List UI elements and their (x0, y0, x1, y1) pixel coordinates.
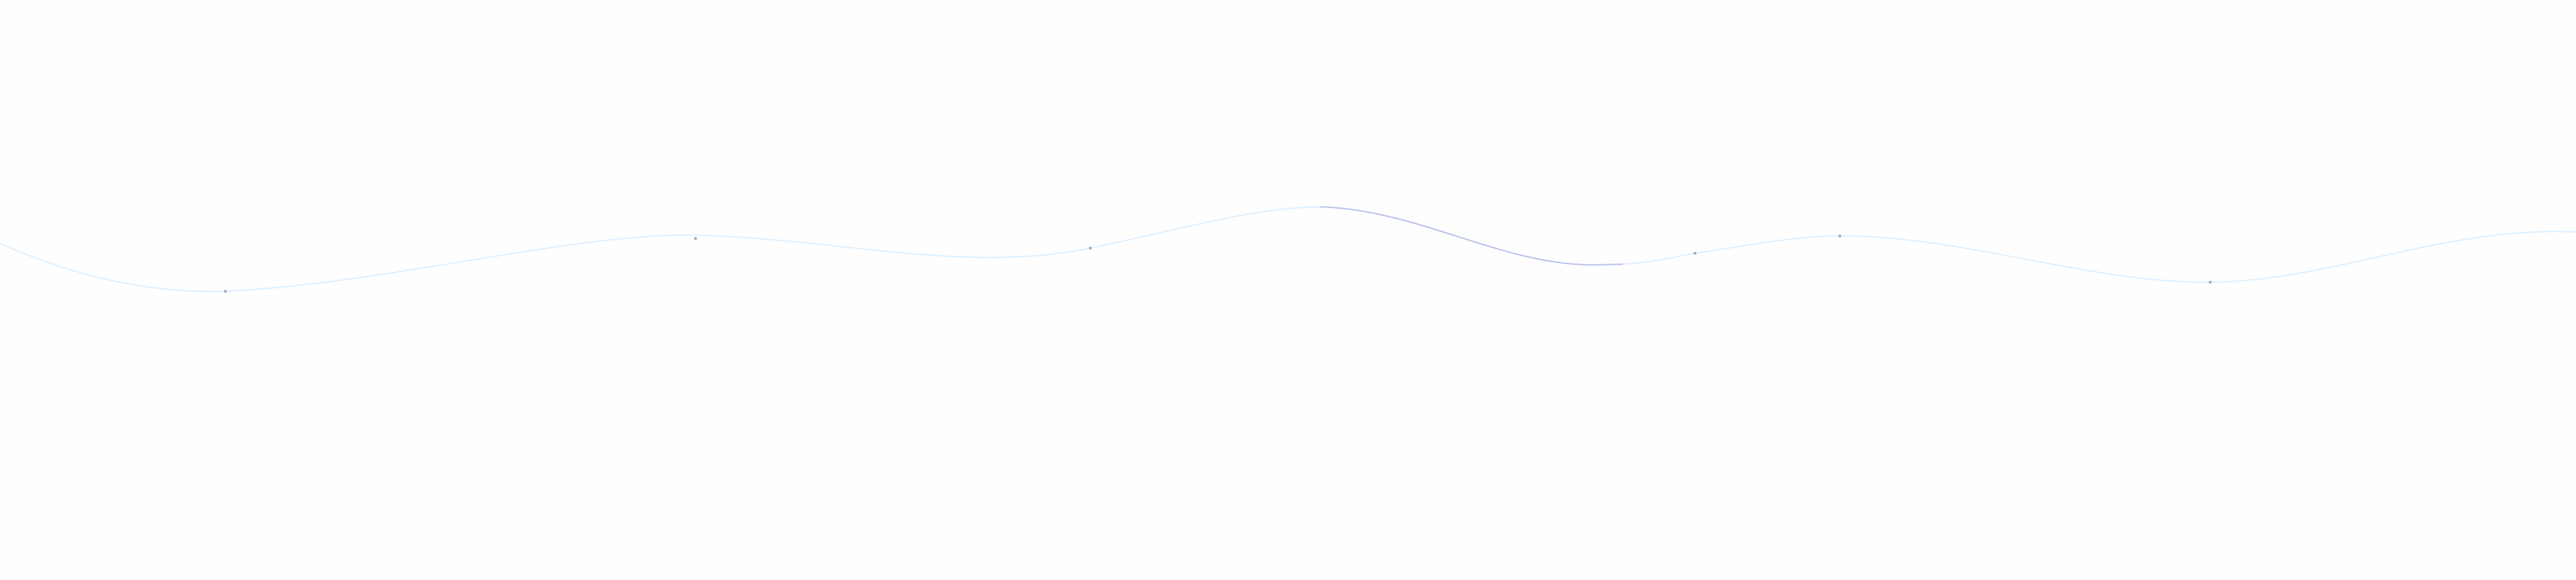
wave-marker (1839, 235, 1841, 237)
wave-marker (1694, 252, 1696, 255)
wave-marker (1089, 247, 1092, 249)
wave-marker (694, 237, 697, 240)
wave-marker (2209, 281, 2211, 284)
wave-marker (224, 290, 227, 293)
wave-line (0, 206, 2576, 293)
wave-highlight (1320, 206, 1624, 266)
